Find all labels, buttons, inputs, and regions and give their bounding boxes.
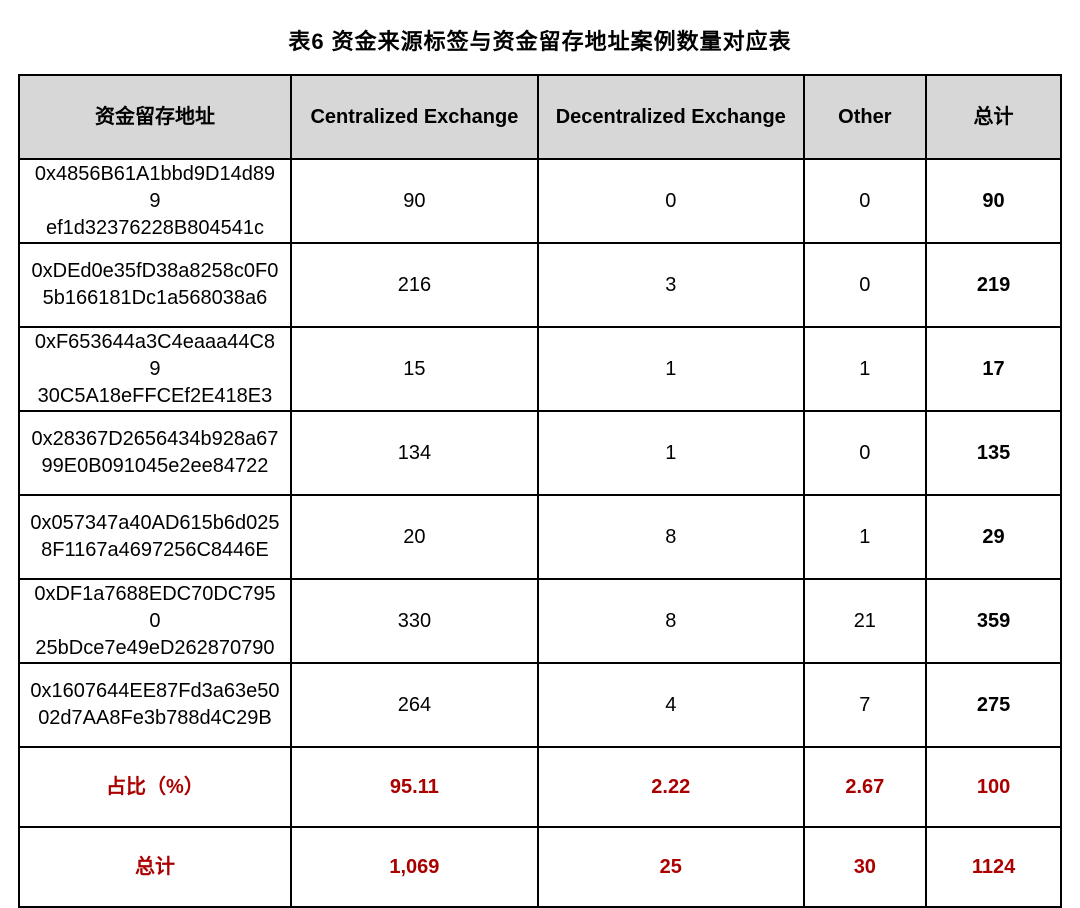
addr-line: 0xDEd0e35fD38a8258c0F0 bbox=[32, 260, 279, 282]
total-row: 总计 1,069 25 30 1124 bbox=[19, 827, 1061, 907]
cell-total: 29 bbox=[926, 495, 1061, 579]
percent-dex: 2.22 bbox=[538, 747, 804, 827]
table-row: 0x4856B61A1bbd9D14d899 ef1d32376228B8045… bbox=[19, 159, 1061, 243]
total-other: 30 bbox=[804, 827, 926, 907]
cell-other: 0 bbox=[804, 243, 926, 327]
cell-total: 135 bbox=[926, 411, 1061, 495]
total-label: 总计 bbox=[19, 827, 291, 907]
cell-cex: 216 bbox=[291, 243, 538, 327]
cell-cex: 20 bbox=[291, 495, 538, 579]
table-title: 表6 资金来源标签与资金留存地址案例数量对应表 bbox=[18, 24, 1062, 56]
cell-total: 219 bbox=[926, 243, 1061, 327]
col-header-total: 总计 bbox=[926, 75, 1061, 159]
addr-line: 0xDF1a7688EDC70DC7950 bbox=[34, 583, 275, 632]
table-row: 0xDF1a7688EDC70DC7950 25bDce7e49eD262870… bbox=[19, 579, 1061, 663]
col-header-other: Other bbox=[804, 75, 926, 159]
cell-address: 0x1607644EE87Fd3a63e50 02d7AA8Fe3b788d4C… bbox=[19, 663, 291, 747]
addr-line: 8F1167a4697256C8446E bbox=[41, 539, 269, 561]
cell-total: 90 bbox=[926, 159, 1061, 243]
cell-total: 17 bbox=[926, 327, 1061, 411]
cell-cex: 134 bbox=[291, 411, 538, 495]
addr-line: 0x28367D2656434b928a67 bbox=[32, 428, 279, 450]
cell-other: 0 bbox=[804, 159, 926, 243]
addr-line: 0xF653644a3C4eaaa44C89 bbox=[35, 331, 275, 380]
cell-cex: 15 bbox=[291, 327, 538, 411]
total-total: 1124 bbox=[926, 827, 1061, 907]
cell-dex: 4 bbox=[538, 663, 804, 747]
addr-line: 5b166181Dc1a568038a6 bbox=[43, 287, 268, 309]
addr-line: 02d7AA8Fe3b788d4C29B bbox=[38, 707, 272, 729]
addr-line: 30C5A18eFFCEf2E418E3 bbox=[38, 385, 273, 407]
percent-row: 占比（%） 95.11 2.22 2.67 100 bbox=[19, 747, 1061, 827]
cell-address: 0xDEd0e35fD38a8258c0F0 5b166181Dc1a56803… bbox=[19, 243, 291, 327]
percent-label: 占比（%） bbox=[19, 747, 291, 827]
cell-dex: 0 bbox=[538, 159, 804, 243]
addr-line: 25bDce7e49eD262870790 bbox=[35, 637, 274, 659]
cell-cex: 90 bbox=[291, 159, 538, 243]
addr-line: 0x1607644EE87Fd3a63e50 bbox=[30, 680, 279, 702]
table-row: 0x28367D2656434b928a67 99E0B091045e2ee84… bbox=[19, 411, 1061, 495]
data-table: 资金留存地址 Centralized Exchange Decentralize… bbox=[18, 74, 1062, 908]
cell-other: 1 bbox=[804, 495, 926, 579]
cell-total: 275 bbox=[926, 663, 1061, 747]
table-row: 0xDEd0e35fD38a8258c0F0 5b166181Dc1a56803… bbox=[19, 243, 1061, 327]
cell-dex: 8 bbox=[538, 579, 804, 663]
total-cex: 1,069 bbox=[291, 827, 538, 907]
cell-address: 0x28367D2656434b928a67 99E0B091045e2ee84… bbox=[19, 411, 291, 495]
col-header-cex: Centralized Exchange bbox=[291, 75, 538, 159]
addr-line: 99E0B091045e2ee84722 bbox=[42, 455, 269, 477]
table-row: 0x1607644EE87Fd3a63e50 02d7AA8Fe3b788d4C… bbox=[19, 663, 1061, 747]
table-row: 0xF653644a3C4eaaa44C89 30C5A18eFFCEf2E41… bbox=[19, 327, 1061, 411]
cell-total: 359 bbox=[926, 579, 1061, 663]
cell-other: 7 bbox=[804, 663, 926, 747]
col-header-dex: Decentralized Exchange bbox=[538, 75, 804, 159]
cell-address: 0xF653644a3C4eaaa44C89 30C5A18eFFCEf2E41… bbox=[19, 327, 291, 411]
percent-cex: 95.11 bbox=[291, 747, 538, 827]
table-row: 0x057347a40AD615b6d025 8F1167a4697256C84… bbox=[19, 495, 1061, 579]
addr-line: 0x057347a40AD615b6d025 bbox=[30, 512, 279, 534]
cell-dex: 8 bbox=[538, 495, 804, 579]
table-header-row: 资金留存地址 Centralized Exchange Decentralize… bbox=[19, 75, 1061, 159]
total-dex: 25 bbox=[538, 827, 804, 907]
cell-address: 0x4856B61A1bbd9D14d899 ef1d32376228B8045… bbox=[19, 159, 291, 243]
cell-other: 1 bbox=[804, 327, 926, 411]
addr-line: 0x4856B61A1bbd9D14d899 bbox=[35, 163, 275, 212]
cell-dex: 1 bbox=[538, 327, 804, 411]
cell-other: 21 bbox=[804, 579, 926, 663]
addr-line: ef1d32376228B804541c bbox=[46, 217, 264, 239]
cell-address: 0x057347a40AD615b6d025 8F1167a4697256C84… bbox=[19, 495, 291, 579]
cell-cex: 264 bbox=[291, 663, 538, 747]
percent-other: 2.67 bbox=[804, 747, 926, 827]
cell-address: 0xDF1a7688EDC70DC7950 25bDce7e49eD262870… bbox=[19, 579, 291, 663]
cell-cex: 330 bbox=[291, 579, 538, 663]
cell-other: 0 bbox=[804, 411, 926, 495]
percent-total: 100 bbox=[926, 747, 1061, 827]
cell-dex: 1 bbox=[538, 411, 804, 495]
cell-dex: 3 bbox=[538, 243, 804, 327]
col-header-address: 资金留存地址 bbox=[19, 75, 291, 159]
